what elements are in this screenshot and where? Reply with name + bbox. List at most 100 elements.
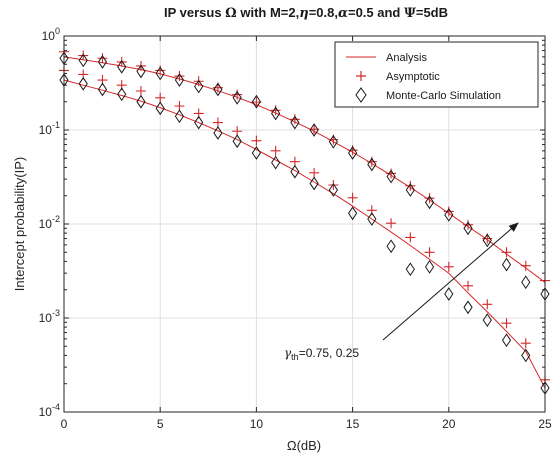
simulation-point — [521, 348, 531, 363]
asymptotic-point — [386, 218, 397, 229]
y-tick-label: 10-1 — [39, 120, 60, 137]
simulation-point — [194, 79, 204, 94]
asymptotic-point — [501, 318, 512, 329]
simulation-point — [347, 146, 358, 160]
simulation-point — [136, 94, 146, 109]
asymptotic-point — [443, 261, 454, 272]
simulation-point — [328, 134, 338, 149]
legend-diamond-icon — [355, 87, 367, 103]
simulation-point — [271, 155, 281, 170]
legend-entry-analysis: Analysis — [386, 52, 427, 64]
simulation-point — [155, 66, 165, 81]
simulation-point — [97, 82, 108, 97]
asymptotic-point — [309, 167, 320, 178]
simulation-point — [482, 233, 492, 248]
asymptotic-point — [424, 247, 435, 258]
asymptotic-point — [405, 232, 416, 243]
y-axis-label: Intercept probability(IP) — [12, 157, 27, 291]
simulation-point — [424, 259, 435, 274]
simulation-point — [290, 115, 300, 130]
simulation-point — [309, 176, 319, 191]
simulation-point — [367, 212, 377, 226]
simulation-point — [174, 73, 185, 87]
asymptotic-point — [78, 50, 89, 61]
legend-box — [334, 41, 539, 108]
y-tick-label: 10-2 — [39, 214, 60, 231]
simulation-point — [405, 183, 415, 197]
legend-entry-asymptotic: Asymptotic — [386, 71, 440, 83]
simulation-point — [78, 76, 88, 91]
asymptotic-point — [520, 338, 531, 349]
legend-entry-simulation: Monte-Carlo Simulation — [386, 90, 501, 102]
simulation-point — [444, 287, 454, 301]
ticks — [63, 35, 546, 413]
asymptotic-point — [424, 193, 435, 204]
asymptotic-point — [463, 280, 474, 291]
simulation-point — [97, 55, 108, 69]
asymptotic-point — [520, 260, 531, 271]
legend-plus-icon — [356, 71, 366, 81]
simulation-point — [386, 169, 396, 184]
simulation-point — [328, 183, 338, 197]
x-tick-label: 5 — [157, 417, 164, 431]
simulation-point — [444, 207, 454, 222]
asymptotic-point — [174, 101, 185, 112]
simulation-point — [174, 109, 185, 124]
simulation-point — [271, 106, 281, 121]
x-tick-labels: 0 5 10 15 20 25 — [61, 417, 552, 431]
simulation-point — [213, 126, 223, 140]
asymptotic-point — [270, 145, 281, 156]
simulation-point — [482, 313, 492, 327]
simulation-point — [251, 94, 262, 109]
simulation-point — [424, 195, 435, 210]
y-tick-label: 100 — [42, 26, 60, 43]
x-tick-label: 10 — [250, 417, 264, 431]
annotation-gamma-th: γth=0.75, 0.25 — [284, 346, 359, 362]
simulation-point — [117, 87, 127, 102]
simulation-point — [386, 239, 396, 254]
x-tick-label: 0 — [61, 417, 68, 431]
simulation-point — [117, 59, 127, 74]
simulation-point — [136, 64, 146, 79]
simulation-point — [232, 90, 242, 105]
y-tick-label: 10-3 — [39, 308, 60, 325]
asymptotic-point — [135, 85, 146, 96]
simulation-point — [367, 157, 377, 172]
asymptotic-point — [116, 56, 127, 67]
asymptotic-point — [482, 299, 493, 310]
x-tick-label: 25 — [538, 417, 552, 431]
y-tick-label: 10-4 — [39, 402, 60, 419]
asymptotic-point — [97, 53, 108, 64]
x-axis-label: Ω(dB) — [287, 438, 321, 453]
simulation-point — [290, 164, 300, 179]
simulation-point — [232, 134, 242, 149]
chart-title: IP versus Ω with M=2,η=0.8,α=0.5 and Ψ=5… — [164, 5, 448, 21]
asymptotic-point — [501, 247, 512, 258]
simulation-point — [155, 101, 165, 116]
simulation-point — [463, 300, 473, 315]
simulation-point — [405, 262, 415, 277]
simulation-point — [309, 123, 319, 137]
asymptotic-point — [251, 135, 262, 146]
asymptotic-point — [212, 117, 223, 128]
simulation-point — [501, 257, 512, 272]
y-tick-labels: 10-4 10-3 10-2 10-1 100 — [39, 26, 60, 419]
x-tick-label: 15 — [346, 417, 360, 431]
simulation-point — [213, 82, 223, 97]
asymptotic-point — [405, 180, 416, 191]
asymptotic-point — [347, 192, 358, 203]
simulation-point — [501, 333, 512, 348]
asymptotic-point — [155, 92, 166, 103]
x-tick-label: 20 — [442, 417, 456, 431]
simulation-point — [521, 275, 531, 290]
asymptotic-point — [328, 179, 339, 190]
simulation-point — [251, 146, 262, 160]
asymptotic-point — [174, 71, 185, 82]
simulation-point — [78, 53, 88, 68]
annotation-arrow — [382, 222, 519, 341]
simulation-point — [194, 115, 204, 130]
simulation-point — [347, 206, 358, 221]
simulation-point — [463, 221, 473, 236]
legend: Analysis Asymptotic Monte-Carlo Simulati… — [334, 41, 539, 108]
